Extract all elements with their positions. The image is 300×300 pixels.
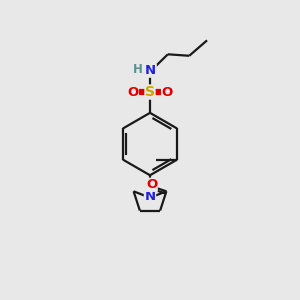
Text: N: N [144,190,156,203]
Text: S: S [145,85,155,99]
Text: O: O [146,178,157,191]
Text: H: H [133,63,142,76]
Text: O: O [162,85,173,98]
Text: N: N [145,64,156,77]
Text: O: O [127,85,138,98]
